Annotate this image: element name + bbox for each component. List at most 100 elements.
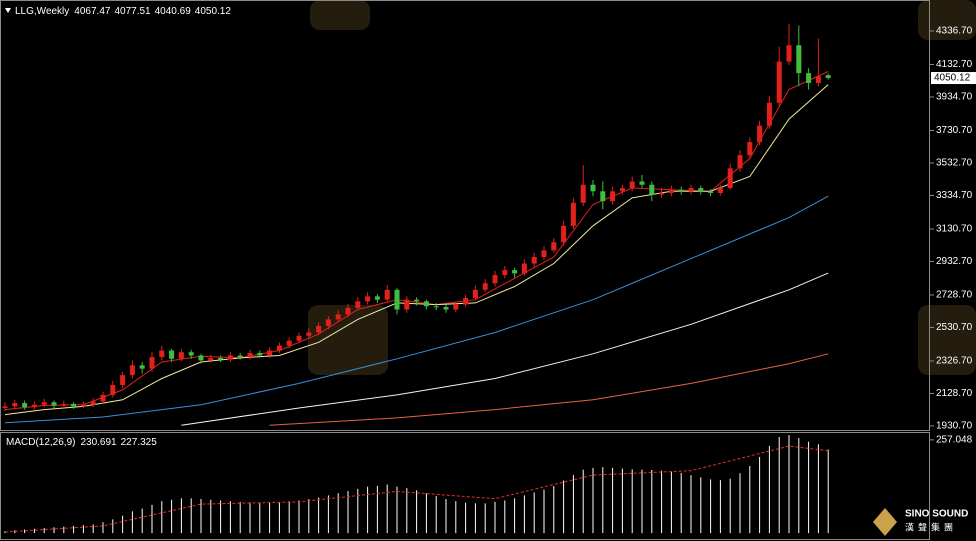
marks: 1930.70 2128.70 2326.70 2530.70 2728.70 2932.… (2, 23, 976, 534)
candle-body (325, 319, 331, 326)
candle-body (600, 191, 606, 202)
candle-body (678, 189, 684, 192)
candle-body (296, 335, 302, 341)
candle-body (512, 270, 518, 274)
candle-body (257, 353, 263, 356)
y-tick-label: 4336.70 (936, 26, 973, 37)
y-tick-label: 3532.70 (936, 158, 973, 169)
candle-body (41, 402, 47, 405)
candle-body (414, 299, 420, 302)
candle-body (71, 403, 77, 407)
candle-body (561, 225, 567, 243)
candle-body (404, 299, 410, 310)
line (4, 445, 829, 533)
candle-body (90, 401, 96, 405)
candle-body (551, 242, 557, 251)
candle-body (580, 184, 586, 203)
line (269, 353, 829, 426)
candle-body (737, 155, 743, 169)
candle-body (796, 45, 802, 74)
candle-body (541, 250, 547, 257)
candle-body (463, 298, 469, 305)
macd-value: 230.691 (80, 437, 117, 448)
line (4, 195, 829, 424)
high-value: 4077.51 (114, 6, 151, 17)
candle-body (423, 301, 429, 307)
candle-body (159, 350, 165, 358)
candle-body (384, 289, 390, 300)
candle-body (766, 102, 772, 126)
watermark-en: SINO SOUND (905, 509, 968, 520)
y-tick-label: 2932.70 (936, 256, 973, 267)
close-value: 4050.12 (195, 6, 232, 17)
candle-body (335, 314, 341, 320)
candle-body (531, 256, 537, 264)
candle-body (747, 142, 753, 156)
signal-value: 227.325 (121, 437, 158, 448)
candle-body (218, 357, 224, 360)
y-tick-label: 3934.70 (936, 92, 973, 103)
y-tick-label: 3334.70 (936, 190, 973, 201)
open-value: 4067.47 (74, 6, 111, 17)
candle-body (619, 188, 625, 192)
candle-body (590, 184, 596, 192)
candle-body (188, 352, 194, 356)
candle-body (472, 289, 478, 299)
candle-body (22, 403, 28, 408)
candle-body (208, 357, 214, 361)
candle-body (443, 307, 449, 310)
candle-body (227, 355, 233, 360)
candle-body (394, 289, 400, 310)
candle-body (169, 350, 175, 359)
candle-body (345, 307, 351, 315)
candle-body (365, 296, 371, 302)
macd-header: MACD(12,26,9) 230.691 227.325 (6, 437, 157, 448)
candle-body (237, 355, 243, 358)
y-tick-label: 2530.70 (936, 322, 973, 333)
candle-body (825, 75, 831, 79)
candle-body (306, 332, 312, 336)
watermark-cn: 漢聲集團 (905, 521, 957, 532)
line (181, 272, 829, 426)
candle-body (659, 192, 665, 195)
candle-body (688, 188, 694, 192)
candle-body (51, 402, 57, 406)
low-value: 4040.69 (155, 6, 192, 17)
candle-body (120, 375, 126, 386)
candle-body (482, 283, 488, 290)
macd-title: MACD(12,26,9) (6, 437, 75, 448)
candle-body (492, 275, 498, 284)
candle-body (139, 365, 145, 369)
candle-body (521, 263, 527, 274)
candle-body (198, 355, 204, 361)
candle-body (815, 76, 821, 83)
candle-body (708, 191, 714, 193)
candle-body (629, 181, 635, 189)
y-tick-label: 2728.70 (936, 290, 973, 301)
candle-body (80, 404, 86, 407)
logo-diamond (873, 508, 897, 536)
candle-body (786, 45, 792, 62)
candle-body (698, 188, 704, 192)
brand-logo: SINO SOUND 漢聲集團 (873, 508, 968, 536)
candle-body (286, 340, 292, 346)
main-pane-border (0, 0, 930, 431)
y-tick-label: 257.048 (936, 435, 973, 446)
chart-title: LLG,Weekly (15, 6, 69, 17)
candle-body (570, 202, 576, 226)
candle-body (374, 296, 380, 300)
last-price-label: 4050.12 (934, 73, 971, 84)
y-tick-label: 3130.70 (936, 224, 973, 235)
y-tick-label: 4132.70 (936, 59, 973, 70)
candle-body (717, 188, 723, 193)
candle-body (129, 365, 135, 376)
y-tick-label: 3730.70 (936, 125, 973, 136)
candle-body (100, 394, 106, 402)
candle-body (639, 181, 645, 185)
menu-triangle (5, 8, 11, 13)
candle-body (649, 184, 655, 195)
header: LLG,Weekly 4067.47 4077.51 4040.69 4050.12 (15, 6, 231, 17)
candle-body (110, 385, 116, 395)
candle-body (267, 350, 273, 356)
